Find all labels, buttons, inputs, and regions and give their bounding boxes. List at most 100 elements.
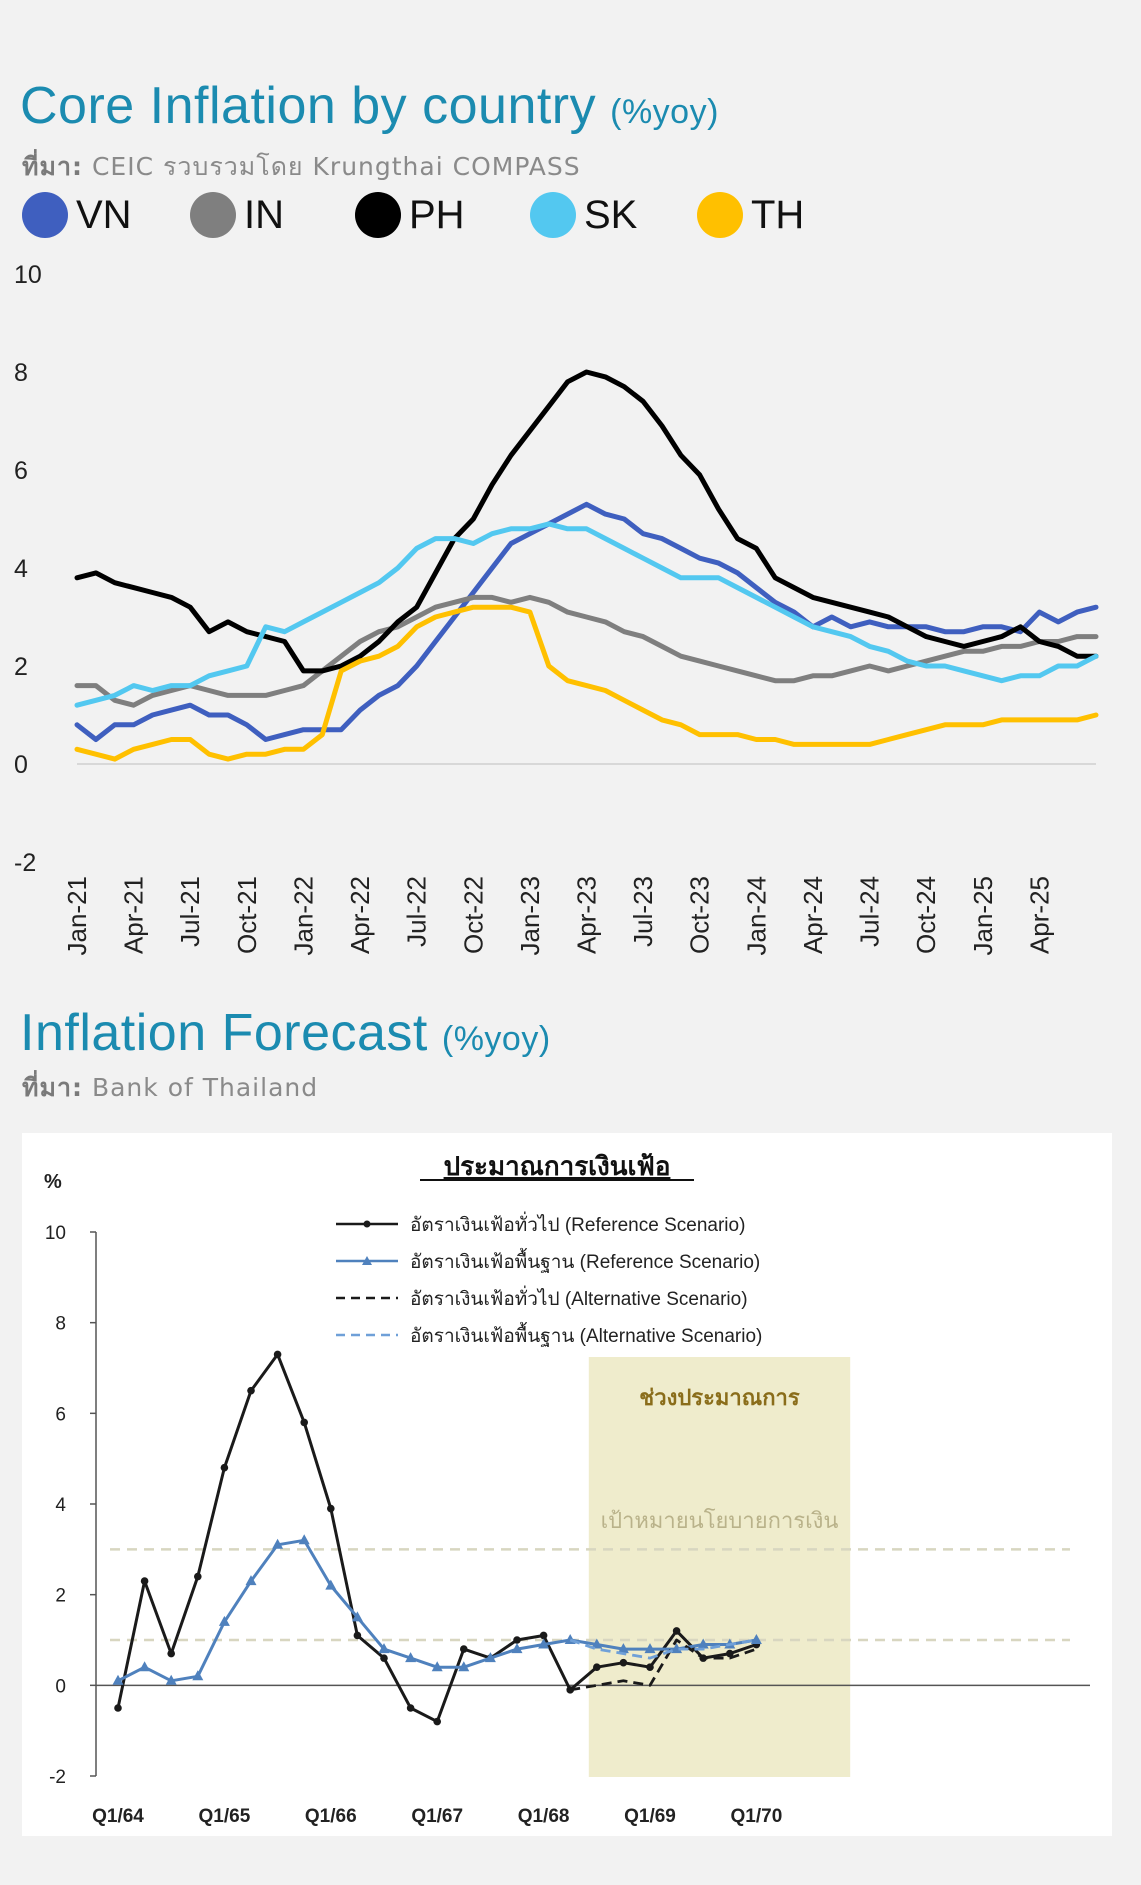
x-tick-label: Oct-24: [911, 876, 941, 954]
x-tick-label: Q1/69: [624, 1806, 676, 1827]
chart1-plot: 10 8 6 4 2 0 -2 Jan-21 Apr-21 Jul-21 Oct-21 Jan-22 A…: [14, 261, 1099, 956]
legend-label-vn: VN: [76, 192, 132, 237]
series-point-2: [272, 1538, 284, 1549]
series-point-1: [114, 1704, 122, 1712]
chart1-unit: (%yoy): [610, 93, 719, 131]
x-tick-label: Q1/66: [305, 1806, 357, 1827]
series-point-1: [406, 1704, 415, 1712]
chart2-source-label: ที่มา:: [22, 1073, 83, 1102]
series-line-th: [74, 604, 1099, 762]
legend-label-sk: SK: [584, 192, 638, 237]
chart2-source-text: Bank of Thailand: [91, 1073, 319, 1102]
chart1-source-text: CEIC รวบรวมโดย Krungthai COMPASS: [91, 152, 581, 181]
chart2-title: Inflation Forecast (%yoy): [20, 1003, 551, 1063]
series-point-2: [538, 1638, 550, 1649]
series-point-2: [298, 1534, 310, 1545]
series-point-1: [140, 1577, 149, 1585]
x-tick-label: Jan-22: [288, 876, 318, 956]
x-tick-label: Jan-21: [62, 876, 92, 956]
series-point-1: [433, 1717, 442, 1726]
chart2-source: ที่มา: Bank of Thailand: [22, 1068, 318, 1108]
chart2-plot-title: ประมาณการเงินเฟ้อ: [444, 1151, 671, 1181]
x-tick-label: Jul-24: [855, 876, 885, 947]
x-tick-label: Apr-21: [119, 876, 149, 954]
legend-label-ph: PH: [409, 192, 465, 237]
y-tick-label: -2: [14, 849, 36, 877]
series-point-2: [378, 1643, 390, 1654]
series-point-2: [218, 1615, 230, 1626]
series-point-1: [726, 1649, 734, 1658]
chart1-source: ที่มา: CEIC รวบรวมโดย Krungthai COMPASS: [22, 147, 581, 187]
series-point-2: [697, 1638, 709, 1649]
series-line-vn: [74, 501, 1099, 742]
series-point-2: [750, 1634, 762, 1644]
x-tick-label: Q1/70: [731, 1806, 783, 1827]
x-tick-label: Jan-23: [515, 876, 545, 956]
series-point-2: [245, 1575, 257, 1586]
series-point-1: [194, 1572, 202, 1581]
series-line-4: [569, 1638, 757, 1660]
y-tick-label: 0: [14, 751, 28, 779]
x-tick-label: Jul-21: [175, 876, 205, 947]
x-tick-label: Q1/65: [199, 1806, 251, 1827]
series-point-1: [619, 1658, 628, 1667]
y-tick-label: -2: [49, 1767, 66, 1788]
legend-label-2: อัตราเงินเฟ้อพื้นฐาน (Reference Scenario…: [410, 1248, 760, 1273]
series-point-1: [646, 1663, 654, 1671]
x-tick-label: Jan-25: [968, 876, 998, 956]
legend-swatch-th: [697, 192, 743, 238]
series-point-1: [300, 1418, 309, 1427]
x-tick-label: Jul-23: [628, 876, 658, 947]
chart2-panel: [22, 1133, 1112, 1836]
x-tick-label: Apr-24: [798, 876, 828, 954]
series-point-2: [325, 1579, 337, 1590]
legend-swatch-in: [190, 192, 236, 238]
legend-label-4: อัตราเงินเฟ้อพื้นฐาน (Alternative Scenar…: [410, 1322, 762, 1347]
series-point-1: [247, 1386, 255, 1395]
x-tick-label: Q1/67: [411, 1806, 463, 1827]
series-point-1: [593, 1663, 601, 1671]
legend-label-in: IN: [244, 192, 284, 237]
series-point-2: [139, 1661, 151, 1672]
y-tick-label: 10: [45, 1223, 66, 1244]
series-point-1: [460, 1645, 468, 1653]
y-tick-label: 2: [14, 653, 28, 681]
y-axis-label: %: [44, 1171, 62, 1193]
series-point-1: [539, 1631, 548, 1640]
legend-label-th: TH: [751, 192, 805, 237]
x-tick-label: Q1/64: [92, 1806, 144, 1827]
target-band-label: เป้าหมายนโยบายการเงิน: [601, 1508, 839, 1533]
series-point-2: [192, 1670, 204, 1681]
series-point-1: [353, 1631, 362, 1640]
y-tick-label: 0: [55, 1676, 66, 1697]
chart1-title-text: Core Inflation by country: [20, 77, 597, 135]
series-point-2: [351, 1611, 363, 1622]
series-line-in: [74, 594, 1099, 708]
y-tick-label: 4: [55, 1495, 66, 1516]
x-tick-label: Jul-22: [402, 876, 432, 947]
series-point-2: [112, 1674, 124, 1685]
forecast-band-label: ช่วงประมาณการ: [639, 1385, 800, 1410]
series-point-1: [672, 1627, 681, 1635]
series-point-2: [405, 1652, 417, 1663]
series-point-1: [380, 1654, 388, 1662]
series-point-1: [273, 1350, 282, 1359]
x-tick-label: Oct-21: [232, 876, 262, 954]
legend-marker-2: [362, 1256, 372, 1265]
x-tick-label: Oct-22: [458, 876, 488, 954]
series-line-ph: [74, 369, 1099, 674]
y-tick-label: 10: [14, 261, 42, 289]
y-tick-label: 8: [55, 1314, 66, 1335]
x-tick-label: Apr-22: [345, 876, 375, 954]
legend-swatch-sk: [530, 192, 576, 238]
series-point-2: [458, 1661, 470, 1672]
x-tick-label: Q1/68: [518, 1806, 570, 1827]
chart1-source-label: ที่มา:: [22, 152, 83, 181]
chart2-unit: (%yoy): [441, 1020, 551, 1058]
series-point-1: [220, 1463, 229, 1472]
y-tick-label: 6: [14, 457, 28, 485]
x-tick-label: Oct-23: [685, 876, 715, 954]
series-point-2: [617, 1643, 629, 1654]
y-tick-label: 4: [14, 555, 28, 583]
